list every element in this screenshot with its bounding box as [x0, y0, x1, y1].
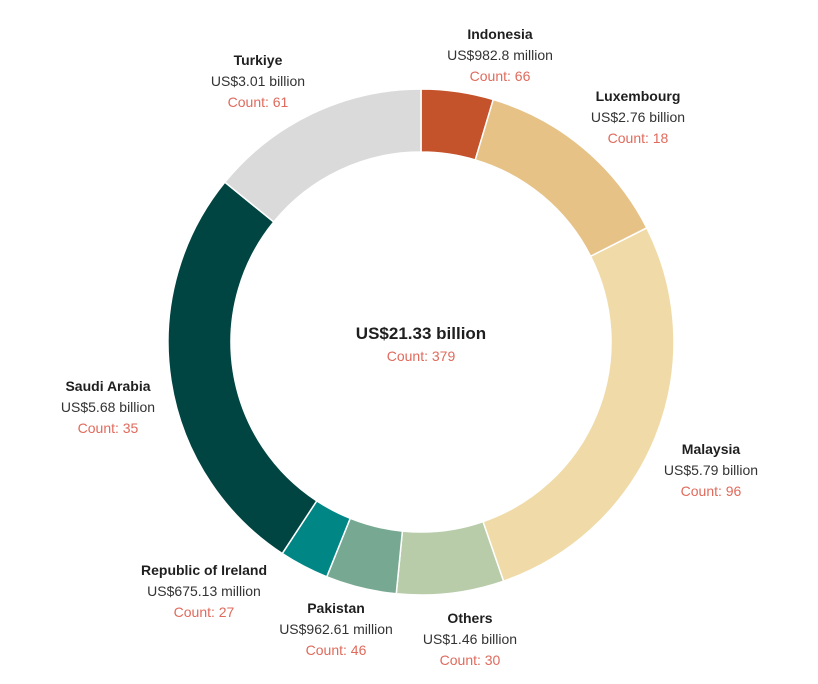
- slice-label-pakistan: Pakistan US$962.61 million Count: 46: [279, 598, 393, 661]
- slice-value: US$962.61 million: [279, 621, 393, 637]
- slice-label-republic-of-ireland: Republic of Ireland US$675.13 million Co…: [141, 560, 267, 623]
- slice-count: Count: 35: [77, 420, 139, 436]
- slice-label-turkiye: Turkiye US$3.01 billion Count: 61: [211, 50, 305, 113]
- slice-label-others: Others US$1.46 billion Count: 30: [423, 608, 517, 671]
- slice-name: Republic of Ireland: [140, 562, 268, 578]
- slice-name: Pakistan: [307, 600, 365, 616]
- slice-count: Count: 18: [607, 130, 669, 146]
- donut-center-summary: US$21.33 billion Count: 379: [356, 322, 486, 366]
- slice-malaysia[interactable]: [482, 226, 675, 583]
- slice-value: US$5.68 billion: [60, 399, 156, 415]
- slice-turkiye[interactable]: [223, 88, 422, 224]
- slice-name: Turkiye: [233, 52, 283, 68]
- slice-count: Count: 66: [469, 68, 531, 84]
- slice-value: US$5.79 billion: [663, 462, 759, 478]
- slice-value: US$2.76 billion: [590, 109, 686, 125]
- slice-count: Count: 27: [173, 604, 235, 620]
- slice-value: US$1.46 billion: [422, 631, 518, 647]
- slice-value: US$675.13 million: [147, 583, 261, 599]
- slice-label-indonesia: Indonesia US$982.8 million Count: 66: [447, 24, 553, 87]
- slice-value: US$3.01 billion: [210, 73, 306, 89]
- slice-count: Count: 61: [227, 94, 289, 110]
- slice-saudi-arabia[interactable]: [167, 181, 318, 555]
- slice-label-luxembourg: Luxembourg US$2.76 billion Count: 18: [591, 86, 685, 149]
- slice-value: US$982.8 million: [447, 47, 553, 63]
- slice-label-saudi-arabia: Saudi Arabia US$5.68 billion Count: 35: [61, 376, 155, 439]
- slice-others[interactable]: [395, 520, 505, 596]
- total-count: Count: 379: [386, 348, 456, 364]
- slice-count: Count: 30: [439, 652, 501, 668]
- slice-name: Saudi Arabia: [65, 378, 151, 394]
- slice-count: Count: 46: [305, 642, 367, 658]
- slice-name: Indonesia: [467, 26, 533, 42]
- slice-name: Others: [447, 610, 493, 626]
- slice-name: Luxembourg: [595, 88, 681, 104]
- total-value: US$21.33 billion: [355, 324, 487, 343]
- slice-label-malaysia: Malaysia US$5.79 billion Count: 96: [664, 439, 758, 502]
- slice-name: Malaysia: [681, 441, 741, 457]
- slice-count: Count: 96: [680, 483, 742, 499]
